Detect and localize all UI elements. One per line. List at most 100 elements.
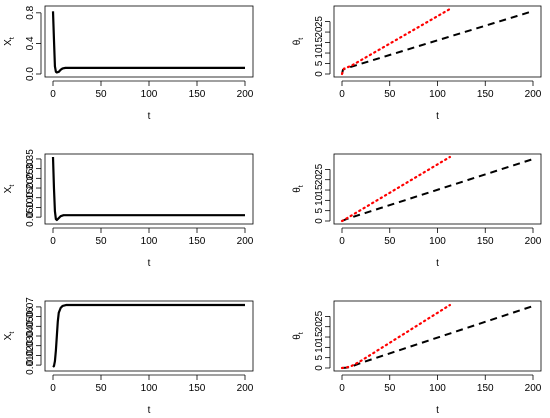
y-tick-label: 0.02 bbox=[25, 345, 36, 365]
series-line-1 bbox=[52, 303, 245, 368]
x-tick-label: 100 bbox=[141, 236, 158, 247]
y-axis-label-subscript: t bbox=[298, 332, 305, 334]
y-axis-label-subscript: t bbox=[9, 332, 16, 334]
x-axis-label: t bbox=[436, 258, 439, 269]
x-tick-label: 50 bbox=[95, 383, 107, 394]
x-axis-label: t bbox=[436, 405, 439, 413]
x-tick-label: 50 bbox=[384, 383, 396, 394]
y-tick-label: 0.15 bbox=[25, 188, 36, 208]
y-tick-label: 0.01 bbox=[25, 355, 36, 375]
y-tick-label: 0.8 bbox=[25, 5, 36, 19]
x-tick-label: 150 bbox=[477, 383, 494, 394]
y-tick-label: 15 bbox=[314, 184, 325, 196]
x-tick-label: 0 bbox=[50, 89, 56, 100]
y-axis-label: Xt bbox=[3, 185, 16, 194]
x-tick-label: 200 bbox=[525, 236, 542, 247]
series-line-1 bbox=[341, 10, 534, 75]
x-tick-label: 150 bbox=[477, 89, 494, 100]
y-axis-label-main: X bbox=[3, 186, 14, 193]
y-tick-label: 0.03 bbox=[25, 336, 36, 356]
y-axis-label: Xt bbox=[3, 37, 16, 46]
y-tick-label: 0.35 bbox=[25, 149, 36, 169]
x-tick-label: 100 bbox=[141, 383, 158, 394]
x-tick-label: 100 bbox=[429, 236, 446, 247]
panel-1: 0 50 100 150 200 t 0.0 0.4 0.8 Xt bbox=[3, 5, 254, 122]
y-tick-label: 10 bbox=[314, 47, 325, 59]
plot-frame bbox=[44, 5, 254, 78]
y-tick-label: 0 bbox=[314, 218, 325, 224]
y-tick-label: 10 bbox=[314, 194, 325, 206]
y-tick-label: 10 bbox=[314, 341, 325, 353]
y-tick-label: 0.07 bbox=[25, 297, 36, 317]
plot-frame bbox=[44, 153, 254, 225]
x-tick-label: 0 bbox=[50, 236, 56, 247]
x-tick-label: 150 bbox=[189, 383, 206, 394]
panel-3: 0 50 100 150 200 t 0.050.100.150.200.250.300.3… bbox=[3, 149, 254, 269]
plot-frame bbox=[333, 5, 542, 78]
y-axis-label-main: X bbox=[3, 39, 14, 46]
series-line-1 bbox=[51, 11, 245, 74]
y-tick-label: 0.20 bbox=[25, 178, 36, 198]
x-tick-label: 0 bbox=[339, 383, 345, 394]
y-tick-label: 5 bbox=[314, 354, 325, 360]
y-tick-label: 25 bbox=[314, 163, 325, 175]
x-tick-label: 100 bbox=[141, 89, 158, 100]
x-tick-label: 0 bbox=[339, 89, 345, 100]
y-tick-label: 15 bbox=[314, 331, 325, 343]
y-tick-label: 20 bbox=[314, 321, 325, 333]
y-axis-label-main: θ bbox=[292, 187, 303, 193]
x-axis-label: t bbox=[436, 111, 439, 122]
x-tick-label: 0 bbox=[50, 383, 56, 394]
x-tick-label: 150 bbox=[189, 89, 206, 100]
y-axis-label-main: θ bbox=[292, 334, 303, 340]
x-tick-label: 50 bbox=[95, 89, 107, 100]
y-tick-label: 20 bbox=[314, 26, 325, 38]
x-tick-label: 100 bbox=[429, 383, 446, 394]
y-axis-label-main: θ bbox=[292, 39, 303, 45]
y-axis-label: Xt bbox=[3, 332, 16, 341]
y-axis-label-subscript: t bbox=[9, 185, 16, 187]
x-tick-label: 50 bbox=[384, 236, 396, 247]
y-axis-label: θt bbox=[292, 38, 305, 46]
y-axis-label: θt bbox=[292, 185, 305, 193]
y-tick-label: 0.30 bbox=[25, 158, 36, 178]
y-tick-label: 25 bbox=[314, 310, 325, 322]
y-axis-label-subscript: t bbox=[298, 38, 305, 40]
x-tick-label: 200 bbox=[237, 383, 254, 394]
panel-5: 0 50 100 150 200 t 0.010.020.030.040.050.060.0… bbox=[3, 297, 254, 416]
y-tick-label: 0 bbox=[314, 365, 325, 371]
series-line-2 bbox=[340, 155, 452, 223]
y-tick-label: 0.25 bbox=[25, 168, 36, 188]
x-tick-label: 150 bbox=[189, 236, 206, 247]
series-line-2 bbox=[340, 303, 452, 370]
y-tick-label: 0.0 bbox=[25, 67, 36, 81]
y-tick-label: 0.05 bbox=[25, 207, 36, 227]
y-tick-label: 0.4 bbox=[25, 36, 36, 50]
y-tick-label: 0 bbox=[314, 71, 325, 77]
plot-frame bbox=[44, 300, 254, 372]
y-tick-label: 0.06 bbox=[25, 306, 36, 326]
y-axis-label-subscript: t bbox=[298, 185, 305, 187]
y-tick-label: 20 bbox=[314, 174, 325, 186]
x-tick-label: 200 bbox=[237, 89, 254, 100]
y-tick-label: 5 bbox=[314, 207, 325, 213]
x-tick-label: 50 bbox=[384, 89, 396, 100]
y-axis-label: θt bbox=[292, 332, 305, 340]
x-axis-label: t bbox=[148, 258, 151, 269]
series-line-1 bbox=[341, 158, 534, 222]
plot-frame bbox=[333, 300, 542, 372]
x-axis-label: t bbox=[148, 111, 151, 122]
y-tick-label: 25 bbox=[314, 16, 325, 28]
x-tick-label: 100 bbox=[429, 89, 446, 100]
x-tick-label: 200 bbox=[237, 236, 254, 247]
x-axis-label: t bbox=[148, 405, 151, 413]
series-line-1 bbox=[51, 156, 245, 222]
plot-frame bbox=[333, 153, 542, 225]
series-line-2 bbox=[340, 7, 452, 76]
y-axis-label-subscript: t bbox=[9, 37, 16, 39]
y-tick-label: 15 bbox=[314, 37, 325, 49]
